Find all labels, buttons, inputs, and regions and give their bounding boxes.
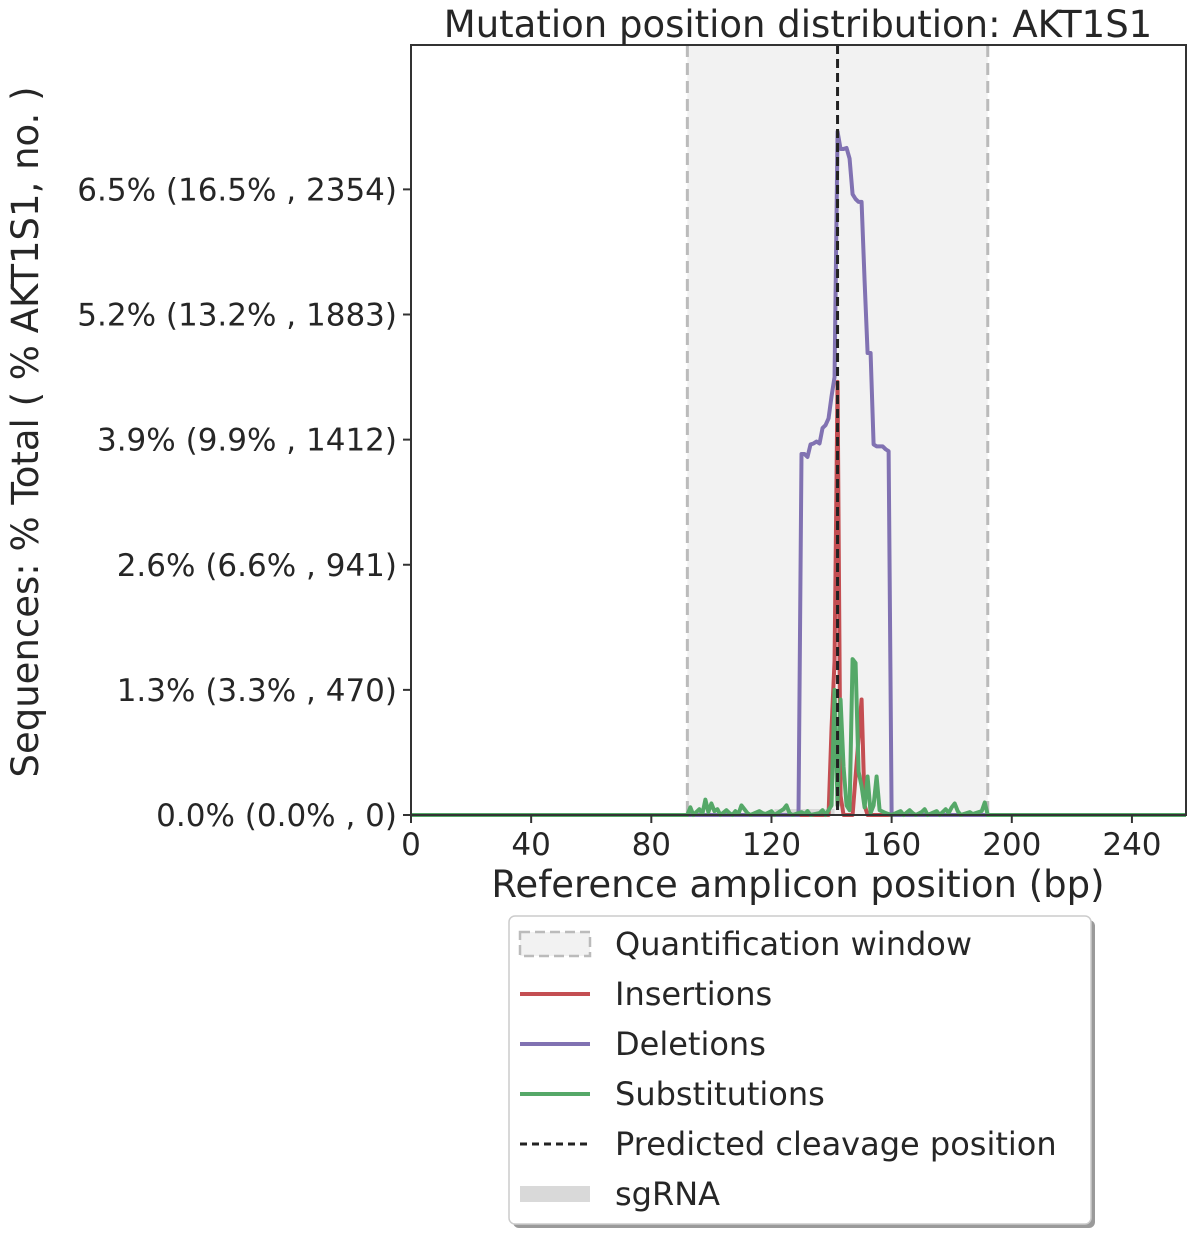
y-tick-label: 3.9% (9.9% , 1412) — [97, 423, 397, 459]
legend-swatch-sgrna — [520, 1186, 590, 1202]
y-tick-label: 0.0% (0.0% , 0) — [156, 798, 397, 834]
plot-area: 0 40 80 120 160 200 240 0.0% (0.0% , 0) 1.3% (3.… — [77, 44, 1187, 863]
y-tick-label: 6.5% (16.5% , 2354) — [77, 172, 397, 208]
legend-swatch-window — [518, 930, 592, 958]
y-axis-label: Sequences: % Total ( % AKT1S1, no. ) — [4, 86, 47, 777]
legend-label: Deletions — [615, 1025, 766, 1063]
x-tick-label: 160 — [862, 827, 921, 863]
legend-label: Quantification window — [615, 925, 972, 963]
legend-label: Insertions — [615, 975, 772, 1013]
series-line-substitutions — [411, 657, 1186, 817]
legend-label: Predicted cleavage position — [615, 1125, 1057, 1163]
legend-label: Substitutions — [615, 1075, 825, 1113]
series-line-deletions — [411, 129, 1186, 817]
chart-title: Mutation position distribution: AKT1S1 — [444, 3, 1152, 46]
plot-frame — [410, 44, 1187, 816]
legend-label: sgRNA — [615, 1175, 720, 1213]
x-tick-label: 80 — [632, 827, 671, 863]
legend-box — [508, 915, 1092, 1225]
y-tick-label: 5.2% (13.2% , 1883) — [77, 298, 397, 334]
y-tick-label: 2.6% (6.6% , 941) — [117, 548, 397, 584]
y-tick-label: 1.3% (3.3% , 470) — [117, 673, 397, 709]
x-tick-label: 40 — [511, 827, 550, 863]
x-tick-label: 0 — [401, 827, 421, 863]
x-tick-label: 120 — [742, 827, 801, 863]
legend: Quantification window Insertions Deletions… — [508, 915, 1095, 1228]
x-tick-label: 240 — [1102, 827, 1161, 863]
x-tick-label: 200 — [982, 827, 1041, 863]
x-axis-label: Reference amplicon position (bp) — [491, 863, 1104, 906]
